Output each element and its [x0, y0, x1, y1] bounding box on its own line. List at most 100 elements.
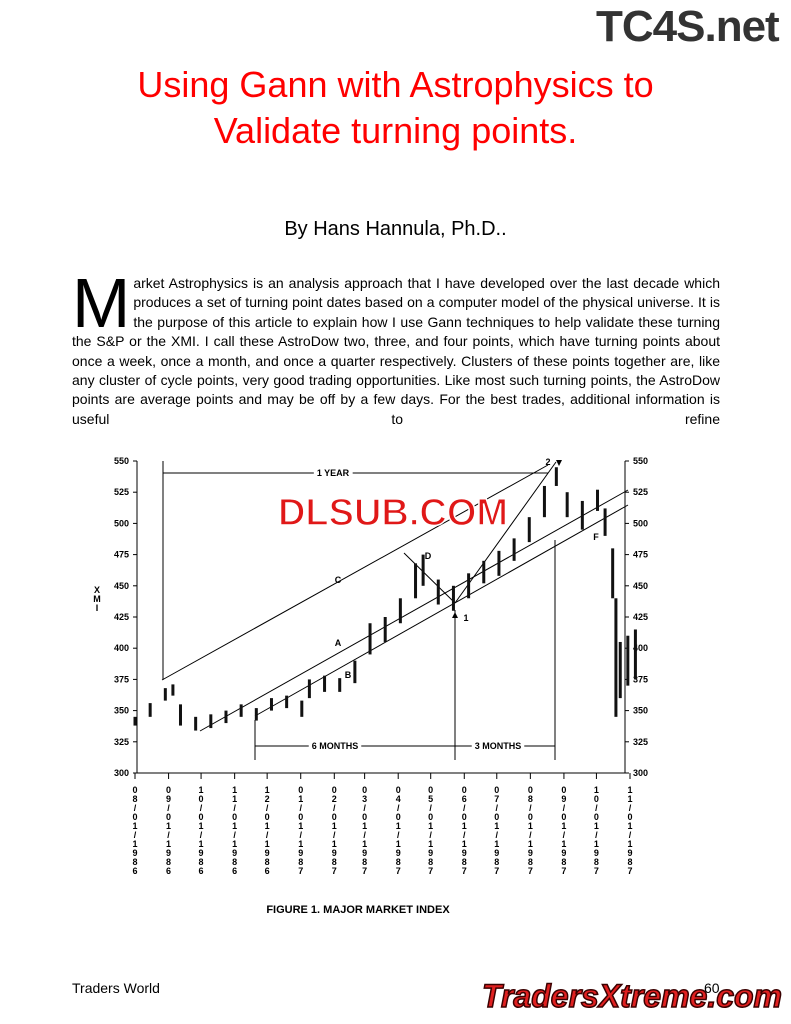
price-bar	[383, 617, 387, 642]
price-bar	[209, 714, 213, 729]
annotation: 3 MONTHS	[475, 741, 522, 751]
y-tick-label: 500	[114, 518, 129, 528]
annotation-bg	[471, 740, 525, 752]
x-tick-label: 01/01/1987	[296, 785, 306, 875]
price-bar	[421, 554, 425, 586]
y-tick-label: 400	[633, 643, 648, 653]
price-bar	[285, 695, 289, 709]
y-tick-label: 525	[633, 487, 648, 497]
y-tick-label: 425	[633, 612, 648, 622]
page-number: 60	[704, 980, 720, 996]
price-bar	[611, 548, 615, 599]
x-tick-label: 07/01/1987	[492, 785, 502, 875]
title-line: Validate turning points.	[213, 110, 578, 151]
y-tick-label: 300	[633, 768, 648, 778]
annotation: 6 MONTHS	[312, 741, 359, 751]
watermark: DLSUB.COM	[278, 492, 508, 534]
y-tick-label: 500	[633, 518, 648, 528]
price-bar	[451, 585, 455, 611]
annotation: 2	[545, 457, 550, 467]
trendline	[199, 489, 629, 732]
price-bar	[626, 635, 630, 686]
price-bar	[224, 710, 228, 724]
annotation: F	[593, 532, 599, 542]
price-bar	[436, 579, 440, 605]
price-bar	[148, 703, 152, 717]
price-bar	[353, 660, 357, 684]
price-bar	[323, 675, 327, 692]
price-bar	[497, 550, 501, 576]
x-tick-label: 05/01/1987	[426, 785, 436, 875]
price-bar	[554, 467, 558, 486]
y-tick-label: 375	[114, 674, 129, 684]
title-line: Using Gann with Astrophysics to	[137, 64, 654, 105]
x-tick-label: 03/01/1987	[360, 785, 370, 875]
y-tick-label: 550	[633, 456, 648, 466]
x-tick-label: 11/01/1987	[625, 785, 635, 875]
y-tick-label: 400	[114, 643, 129, 653]
x-tick-label: 09/01/1987	[559, 785, 569, 875]
y-axis-label: XMI	[92, 585, 102, 612]
price-bar	[512, 538, 516, 561]
y-tick-label: 350	[114, 706, 129, 716]
price-bar	[307, 679, 311, 699]
annotation: 1	[463, 613, 468, 623]
price-bar	[171, 684, 175, 696]
y-tick-label: 525	[114, 487, 129, 497]
y-tick-label: 325	[114, 737, 129, 747]
x-tick-label: 09/01/1986	[164, 785, 174, 875]
y-tick-label: 300	[114, 768, 129, 778]
y-tick-label: 550	[114, 456, 129, 466]
annotation: C	[335, 575, 342, 585]
x-tick-label: 02/01/1987	[329, 785, 339, 875]
price-bar	[414, 563, 418, 599]
y-tick-label: 375	[633, 674, 648, 684]
annotation: 1 YEAR	[317, 468, 350, 478]
annotation: A	[335, 638, 342, 648]
publication: Traders World	[72, 980, 160, 996]
drop-cap: M	[72, 264, 131, 342]
y-tick-label: 325	[633, 737, 648, 747]
price-bar	[194, 716, 198, 731]
price-bar	[542, 485, 546, 518]
x-tick-label: 08/01/1986	[130, 785, 140, 875]
caption: FIGURE 1. MAJOR MARKET INDEX	[266, 904, 450, 916]
y-tick-label: 475	[633, 550, 648, 560]
price-bar	[614, 598, 618, 717]
price-bar	[633, 629, 637, 680]
price-bar	[467, 573, 471, 599]
x-tick-label: 08/01/1987	[525, 785, 535, 875]
price-bar	[254, 708, 258, 721]
price-bar	[269, 698, 273, 711]
price-bar	[603, 508, 607, 536]
price-bar	[580, 500, 584, 530]
y-tick-label: 450	[114, 581, 129, 591]
y-tick-label: 475	[114, 550, 129, 560]
price-bar	[596, 489, 600, 511]
price-bar	[163, 688, 167, 701]
price-bar	[482, 560, 486, 584]
annotation: D	[425, 551, 432, 561]
y-tick-label: 450	[633, 581, 648, 591]
price-bar	[338, 678, 342, 692]
price-bar	[178, 704, 182, 726]
x-tick-label: 11/01/1986	[230, 785, 240, 875]
x-tick-label: 04/01/1987	[393, 785, 403, 875]
x-tick-label: 06/01/1987	[459, 785, 469, 875]
price-bar	[565, 492, 569, 518]
annotation: B	[345, 670, 352, 680]
chart: DLSUB.COM FIGURE 1. MAJOR MARKET INDEX 3…	[92, 456, 648, 916]
price-bar	[239, 704, 243, 717]
price-bar	[368, 623, 372, 655]
annotation-bg	[308, 740, 362, 752]
trendline	[403, 552, 456, 604]
price-bar	[133, 716, 137, 726]
trendlines	[161, 461, 629, 760]
x-tick-label: 10/01/1986	[196, 785, 206, 875]
watermark: TC4S.net	[596, 2, 780, 51]
byline: By Hans Hannula, Ph.D..	[284, 218, 507, 240]
price-bar	[527, 517, 531, 543]
trendline	[454, 461, 557, 604]
